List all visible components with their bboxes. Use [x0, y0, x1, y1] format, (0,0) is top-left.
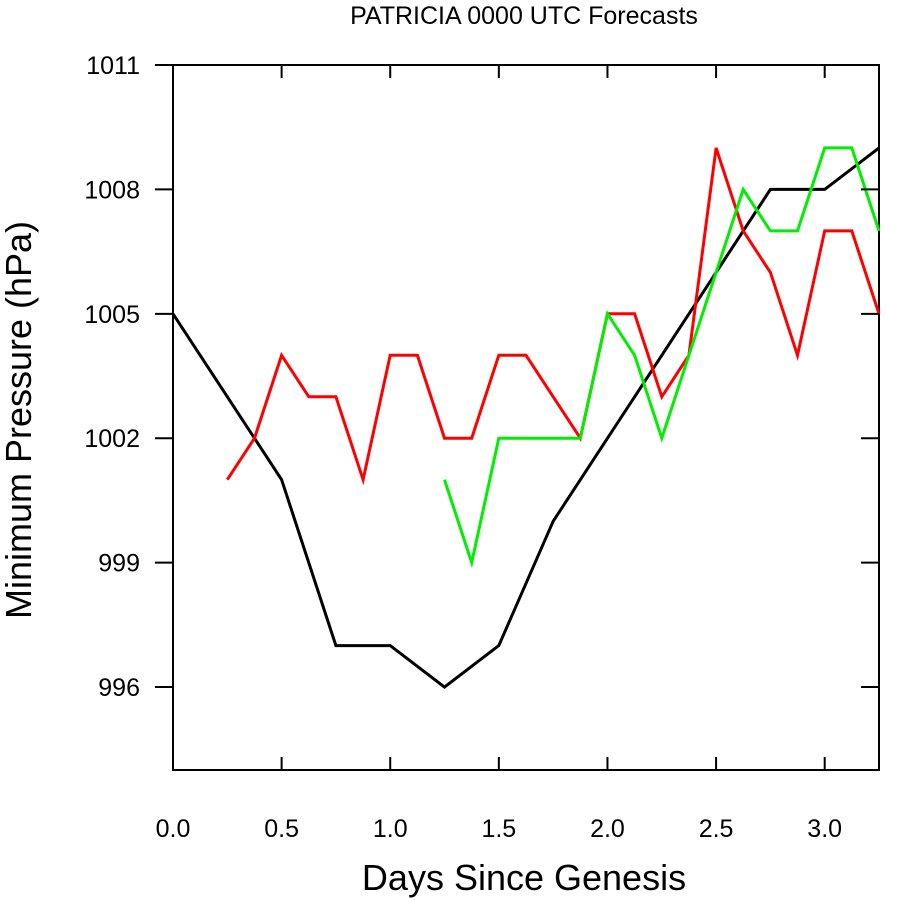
- y-tick-label: 1008: [84, 176, 140, 204]
- x-tick-label: 0.5: [264, 815, 299, 843]
- x-tick-label: 0.0: [156, 815, 191, 843]
- tick-layer: 0.0 0.5 1.0 1.5 2.0 2.5 3.0 996 999 1002 1005 1008 1…: [84, 52, 879, 843]
- y-tick-label: 996: [98, 674, 140, 702]
- chart-title: PATRICIA 0000 UTC Forecasts: [350, 2, 698, 30]
- plot-frame: [172, 64, 880, 771]
- series-line-1: [171, 146, 880, 689]
- series-line-3: [443, 146, 881, 569]
- series-line-2: [226, 147, 881, 486]
- y-tick-label: 999: [98, 550, 140, 578]
- x-tick-label: 2.0: [590, 815, 625, 843]
- x-tick-label: 1.0: [373, 815, 408, 843]
- y-tick-label: 1011: [86, 52, 140, 80]
- y-tick-label: 1005: [84, 301, 140, 329]
- x-tick-label: 2.5: [699, 815, 734, 843]
- y-axis-title: Minimum Pressure (hPa): [0, 221, 39, 619]
- series-layer: [171, 146, 881, 689]
- y-tick-label: 1002: [84, 425, 140, 453]
- x-tick-label: 3.0: [807, 815, 842, 843]
- x-tick-label: 1.5: [481, 815, 516, 843]
- x-axis-title: Days Since Genesis: [362, 857, 686, 898]
